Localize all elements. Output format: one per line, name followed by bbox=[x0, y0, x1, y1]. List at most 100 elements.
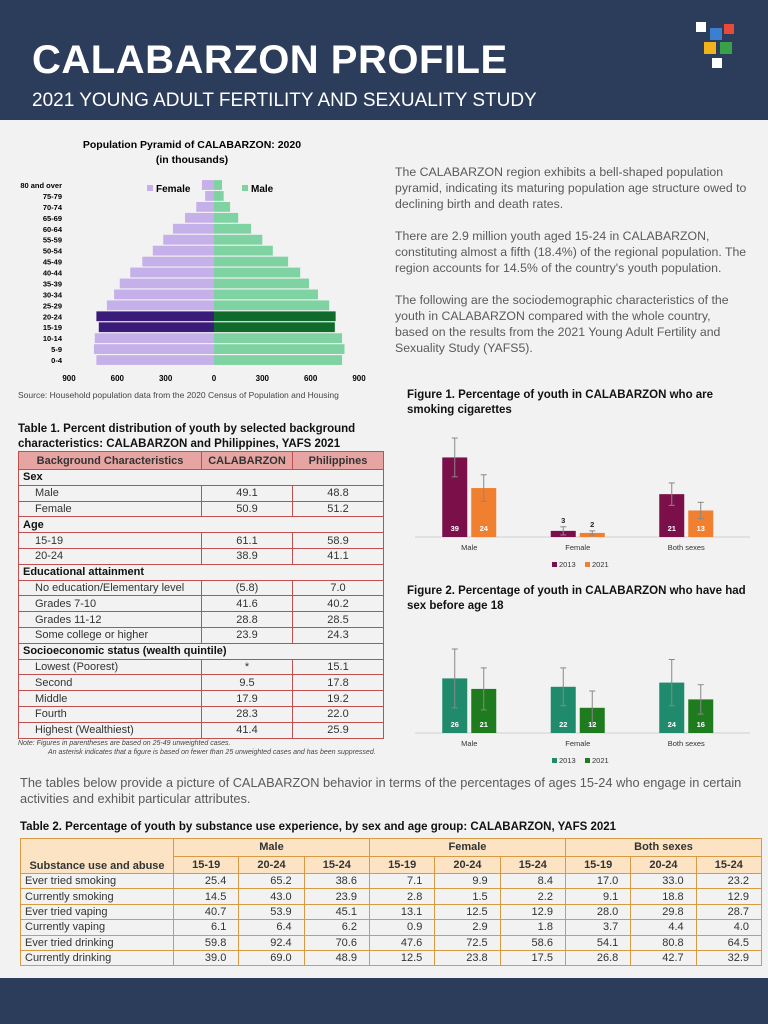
section-heading: Educational attainment bbox=[18, 563, 384, 581]
table-cell: (5.8) bbox=[201, 579, 293, 597]
section-row: Age bbox=[18, 516, 384, 534]
legend-swatch bbox=[585, 758, 590, 763]
category-label: 45-49 bbox=[43, 258, 62, 267]
section-heading: Age bbox=[18, 516, 384, 534]
table-cell: 28.3 bbox=[201, 705, 293, 723]
category-label: 75-79 bbox=[43, 192, 62, 201]
table-cell: 26.8 bbox=[564, 949, 632, 967]
category-label: 5-9 bbox=[51, 345, 62, 354]
bar bbox=[214, 256, 289, 267]
table-cell: 2.8 bbox=[368, 888, 436, 905]
bar bbox=[214, 311, 336, 322]
bar bbox=[96, 355, 214, 365]
table-cell: 38.6 bbox=[303, 872, 370, 890]
row-label: Second bbox=[18, 674, 202, 692]
group-header: Male bbox=[173, 838, 370, 857]
value-label: 21 bbox=[668, 524, 676, 533]
table-cell: 40.2 bbox=[292, 595, 384, 613]
row-label: Male bbox=[18, 484, 202, 502]
table-cell: 92.4 bbox=[238, 934, 305, 951]
category-label: 65-69 bbox=[43, 214, 62, 223]
table-row: Some college or higher 23.9 24.3 bbox=[18, 626, 384, 644]
table-cell: 29.8 bbox=[630, 903, 697, 921]
error-bar bbox=[668, 482, 675, 506]
table-title: Table 2. Percentage of youth by substanc… bbox=[20, 821, 617, 833]
table-cell: 50.9 bbox=[201, 500, 293, 518]
table-cell: 61.1 bbox=[201, 532, 293, 549]
error-bar bbox=[451, 648, 458, 709]
bar bbox=[214, 267, 301, 278]
paragraph: The tables below provide a picture of CA… bbox=[20, 775, 742, 806]
bar bbox=[106, 300, 214, 311]
value-label: 24 bbox=[668, 720, 677, 729]
figure-title: Figure 2. Percentage of youth in CALABAR… bbox=[407, 585, 746, 612]
row-label: Grades 7-10 bbox=[18, 595, 202, 613]
table-cell: 32.9 bbox=[695, 949, 763, 967]
value-label: 22 bbox=[559, 720, 567, 729]
table-cell: 17.0 bbox=[564, 872, 632, 890]
bar bbox=[96, 311, 214, 322]
category-label: 80 and over bbox=[20, 181, 62, 190]
bar bbox=[119, 278, 214, 289]
table-cell: 23.9 bbox=[303, 888, 370, 905]
column-header: 15-24 bbox=[303, 855, 370, 874]
group-header: Female bbox=[368, 838, 566, 857]
bar bbox=[214, 234, 263, 245]
table-cell: 14.5 bbox=[172, 888, 240, 905]
row-label: Highest (Wealthiest) bbox=[18, 721, 202, 739]
table-cell: 12.9 bbox=[695, 888, 763, 905]
table-cell: 23.9 bbox=[201, 626, 293, 644]
legend-swatch bbox=[552, 562, 557, 567]
legend-swatch bbox=[585, 562, 590, 567]
table-row: Lowest (Poorest) * 15.1 bbox=[18, 658, 384, 676]
bar bbox=[114, 289, 214, 300]
table-cell: 15.1 bbox=[292, 658, 384, 676]
table-cell: 33.0 bbox=[630, 872, 697, 890]
table-row: Currently vaping 6.1 6.4 6.2 0.9 2.9 1.8 3.7 4.4… bbox=[20, 919, 763, 936]
table-row: Grades 7-10 41.6 40.2 bbox=[18, 595, 384, 613]
row-label: 20-24 bbox=[18, 547, 202, 565]
table-cell: 17.9 bbox=[201, 690, 293, 707]
bar bbox=[142, 256, 214, 267]
table-cell: 49.1 bbox=[201, 484, 293, 502]
table-cell: 45.1 bbox=[303, 903, 370, 921]
column-header: 15-19 bbox=[172, 855, 240, 874]
column-header: 20-24 bbox=[630, 855, 697, 874]
table-row: Female 50.9 51.2 bbox=[18, 500, 384, 518]
value-label: 13 bbox=[697, 524, 705, 533]
category-label: 35-39 bbox=[43, 279, 62, 288]
bar bbox=[214, 355, 343, 365]
bar bbox=[205, 191, 214, 201]
table-cell: 41.1 bbox=[292, 547, 384, 565]
column-header: 20-24 bbox=[434, 855, 501, 874]
table-cell: 25.4 bbox=[172, 872, 240, 890]
table-row: Male 49.1 48.8 bbox=[18, 484, 384, 502]
paragraph: The following are the sociodemographic c… bbox=[395, 293, 729, 355]
row-label: Ever tried smoking bbox=[20, 872, 174, 890]
x-tick-label: 900 bbox=[62, 374, 76, 383]
category-label: 25-29 bbox=[43, 301, 62, 310]
legend-label: 2021 bbox=[592, 756, 609, 765]
row-label: Female bbox=[18, 500, 202, 518]
error-bar bbox=[668, 659, 675, 707]
value-label: 2 bbox=[590, 520, 594, 529]
value-label: 21 bbox=[480, 720, 488, 729]
table-cell: 6.4 bbox=[238, 919, 305, 936]
table-cell: 12.5 bbox=[368, 949, 436, 967]
bar bbox=[214, 322, 335, 333]
column-header: Philippines bbox=[292, 451, 384, 470]
category-label: 20-24 bbox=[43, 312, 63, 321]
header-row: Background Characteristics CALABARZON Phil… bbox=[18, 451, 384, 470]
table-row: Currently smoking 14.5 43.0 23.9 2.8 1.5 2.2 9.… bbox=[20, 888, 763, 905]
table-cell: 2.9 bbox=[434, 919, 501, 936]
logo-block bbox=[710, 28, 722, 40]
table-cell: 12.9 bbox=[499, 903, 566, 921]
table-cell: 40.7 bbox=[172, 903, 240, 921]
bar bbox=[152, 245, 214, 256]
legend-label: 2021 bbox=[592, 560, 609, 569]
bar bbox=[93, 344, 214, 354]
table-cell: 9.9 bbox=[434, 872, 501, 890]
table-cell: 43.0 bbox=[238, 888, 305, 905]
table-cell: 4.0 bbox=[695, 919, 763, 936]
table-cell: 38.9 bbox=[201, 547, 293, 565]
